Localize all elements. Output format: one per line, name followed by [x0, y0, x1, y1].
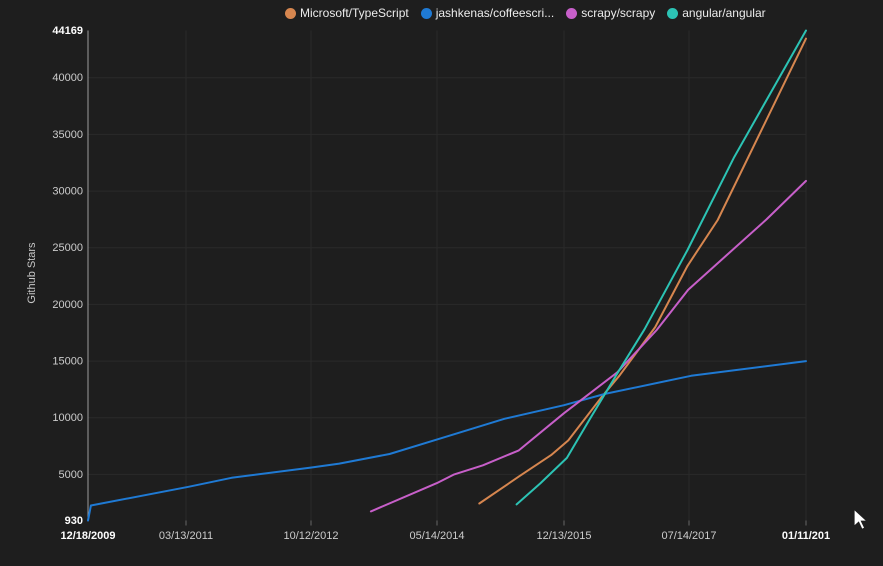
y-tick-label: 5000: [59, 469, 83, 481]
y-tick-label: 930: [65, 515, 83, 527]
x-tick-label: 01/11/201: [782, 530, 830, 542]
legend-item-scrapy-scrapy[interactable]: scrapy/scrapy: [566, 6, 655, 20]
chart-legend: Microsoft/TypeScript jashkenas/coffeescri…: [285, 6, 766, 20]
x-tick-label: 10/12/2012: [283, 530, 338, 542]
legend-label: scrapy/scrapy: [581, 6, 656, 20]
y-tick-label: 25000: [52, 242, 83, 254]
legend-item-microsoft-typescript[interactable]: Microsoft/TypeScript: [285, 6, 409, 20]
y-tick-label: 35000: [52, 129, 83, 141]
x-tick-label: 12/18/2009: [60, 530, 115, 542]
y-tick-label: 20000: [52, 299, 83, 311]
legend-marker-icon: [667, 7, 679, 19]
legend-marker-icon: [566, 7, 578, 19]
y-tick-label: 15000: [52, 356, 83, 368]
x-tick-label: 07/14/2017: [661, 530, 716, 542]
series-line-jashkenas-coffeescript[interactable]: [87, 360, 807, 522]
series-line-microsoft-typescript[interactable]: [478, 37, 807, 505]
y-tick-label: 44169: [52, 25, 83, 37]
y-tick-label: 10000: [52, 412, 83, 424]
x-tick-label: 05/14/2014: [409, 530, 464, 542]
series-line-scrapy-scrapy[interactable]: [369, 179, 807, 513]
legend-label: angular/angular: [682, 6, 766, 20]
legend-marker-icon: [420, 7, 432, 19]
x-tick-label: 03/13/2011: [159, 530, 213, 542]
y-tick-label: 40000: [52, 72, 83, 84]
legend-item-jashkenas-coffeescri[interactable]: jashkenas/coffeescri...: [420, 6, 555, 20]
mouse-cursor-icon: [852, 507, 870, 537]
series-line-angular-angular[interactable]: [515, 29, 807, 506]
legend-label: Microsoft/TypeScript: [300, 6, 409, 20]
y-tick-label: 30000: [52, 186, 83, 198]
legend-marker-icon: [285, 7, 296, 19]
x-tick-label: 12/13/2015: [536, 530, 591, 542]
legend-item-angular-angular[interactable]: angular/angular: [667, 6, 766, 20]
y-axis-title: Github Stars: [26, 242, 38, 304]
legend-label: jashkenas/coffeescri...: [435, 6, 555, 20]
